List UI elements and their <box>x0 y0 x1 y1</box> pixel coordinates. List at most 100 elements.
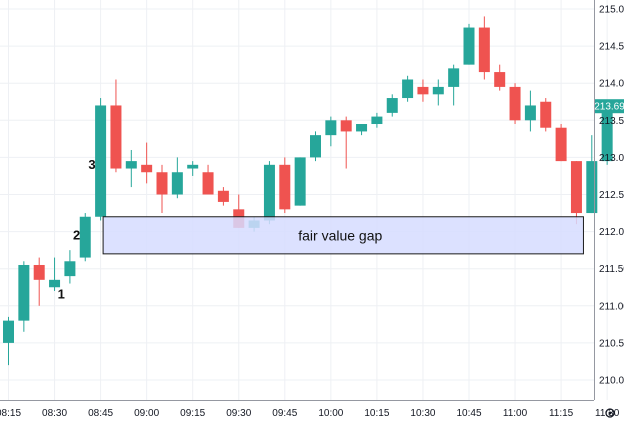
y-tick-label: 211.00 <box>599 301 624 312</box>
gear-icon[interactable] <box>605 408 615 418</box>
candle-up <box>448 64 460 106</box>
fair-value-gap-box[interactable] <box>102 216 584 255</box>
candle-up <box>463 23 475 65</box>
x-tick-label: 10:15 <box>364 408 389 419</box>
candle-down <box>555 124 567 162</box>
candle-down <box>494 64 506 91</box>
candle-body <box>141 164 153 173</box>
candle-down <box>509 83 521 125</box>
candle-body <box>49 279 61 288</box>
candle-body <box>125 161 137 169</box>
candle-body <box>371 116 383 125</box>
candle-down <box>340 116 352 169</box>
x-tick-label: 10:45 <box>456 408 481 419</box>
candle-body <box>586 161 598 214</box>
candle-body <box>463 27 475 65</box>
candle-body <box>187 164 199 169</box>
annotations: 1 2 3 <box>58 157 96 302</box>
candle-down <box>478 16 490 80</box>
candle-up <box>171 157 183 199</box>
y-tick-label: 215.00 <box>599 5 624 16</box>
candle-up <box>3 316 14 366</box>
x-tick-label: 11:00 <box>503 408 528 419</box>
candle-body <box>540 101 552 128</box>
candle-body <box>340 120 352 132</box>
candle-body <box>417 86 429 95</box>
candle-down <box>417 79 429 102</box>
candle-body <box>310 135 321 158</box>
y-tick-label: 214.00 <box>599 79 624 90</box>
candle-body <box>79 216 91 258</box>
candle-body <box>294 157 306 206</box>
candle-down <box>202 164 214 195</box>
candle-body <box>171 172 183 195</box>
y-tick-label: 213.50 <box>599 116 624 127</box>
x-tick-label: 09:00 <box>134 408 159 419</box>
candle-body <box>432 86 444 95</box>
y-tick-label: 210.00 <box>599 376 624 387</box>
candle-body <box>263 164 275 221</box>
candle-body <box>156 172 168 195</box>
candle-down <box>141 142 153 184</box>
axes[interactable]: 215.00 214.50 214.00 213.50 213.00 212.50 212.… <box>0 0 624 419</box>
candle-up <box>586 135 598 214</box>
annotation-label: 1 <box>58 287 65 302</box>
x-tick-label: 09:30 <box>226 408 251 419</box>
candle-down <box>110 79 122 173</box>
candle-body <box>3 320 14 343</box>
y-tick-label: 211.50 <box>599 264 624 275</box>
annotation-label: 3 <box>88 157 95 172</box>
candles <box>3 16 613 366</box>
candle-down <box>570 161 582 225</box>
fair-value-gap[interactable]: fair value gap <box>102 216 584 255</box>
candle-down <box>279 157 291 214</box>
candle-body <box>202 172 214 195</box>
candle-up <box>95 98 107 221</box>
y-tick-label: 212.00 <box>599 227 624 238</box>
y-tick-label: 210.50 <box>599 338 624 349</box>
candle-body <box>217 190 229 202</box>
candle-up <box>371 112 383 128</box>
candle-up <box>187 161 199 176</box>
candle-body <box>279 164 291 210</box>
gear-icon-ring <box>605 408 615 418</box>
candle-body <box>95 105 107 217</box>
candle-up <box>18 261 30 332</box>
candle-body <box>356 124 368 132</box>
candle-up <box>432 79 444 106</box>
candle-body <box>494 72 506 87</box>
x-tick-label: 08:30 <box>42 408 67 419</box>
candle-up <box>402 75 414 102</box>
candle-body <box>555 127 567 162</box>
x-tick-label: 10:30 <box>410 408 435 419</box>
candle-down <box>33 257 45 306</box>
candle-body <box>402 79 414 99</box>
candle-up <box>325 116 337 147</box>
x-tick-label: 11:15 <box>549 408 574 419</box>
candle-body <box>448 68 460 87</box>
candle-up <box>524 90 536 132</box>
candle-body <box>64 261 76 277</box>
x-tick-label: 09:15 <box>180 408 205 419</box>
candle-down <box>156 164 168 214</box>
x-tick-label: 09:45 <box>272 408 297 419</box>
candle-up <box>386 94 398 117</box>
candle-body <box>386 98 398 113</box>
x-tick-label: 10:00 <box>318 408 343 419</box>
candle-up <box>263 161 275 225</box>
candle-body <box>524 105 536 121</box>
candle-up <box>64 250 76 284</box>
candle-up <box>310 131 321 162</box>
candle-body <box>110 105 122 169</box>
candle-body <box>509 86 521 121</box>
candle-body <box>601 106 613 162</box>
candle-body <box>478 27 490 73</box>
candle-up <box>601 105 613 165</box>
x-tick-label: 08:45 <box>88 408 113 419</box>
fair-value-gap-label: fair value gap <box>298 227 382 243</box>
y-tick-label: 213.00 <box>599 153 624 164</box>
candle-up <box>356 124 368 136</box>
candle-down <box>217 187 229 206</box>
